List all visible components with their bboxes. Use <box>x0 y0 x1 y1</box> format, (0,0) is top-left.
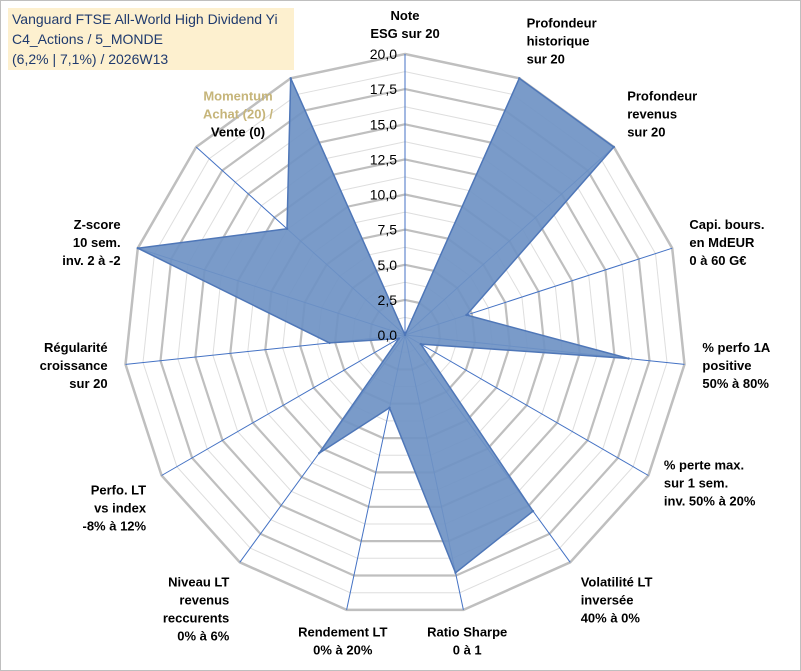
tick-label: 0,0 <box>378 327 398 343</box>
axis-label: revenus <box>179 592 229 607</box>
series-point <box>403 333 407 337</box>
tick-label: 7,5 <box>378 222 398 238</box>
axis-label: vs index <box>94 501 147 516</box>
axis-label: Profondeur <box>527 16 597 31</box>
axis-label: positive <box>702 358 751 373</box>
tick-label: 20,0 <box>370 46 397 62</box>
axis-label: 0 à 60 G€ <box>689 253 746 268</box>
axis-label: Profondeur <box>627 88 697 103</box>
axis-label: 50% à 80% <box>702 376 769 391</box>
series-point <box>627 357 630 360</box>
tick-label: 15,0 <box>370 116 397 132</box>
chart-title-line-2: C4_Actions / 5_MONDE <box>12 31 163 47</box>
axis-label: inversée <box>581 592 634 607</box>
series-area <box>137 77 630 574</box>
series-point <box>397 337 401 340</box>
series-point <box>317 452 321 455</box>
axis-label: Régularité <box>44 340 108 355</box>
axis-label: Momentum <box>203 88 272 103</box>
grid-ring <box>194 123 616 543</box>
minor-grid-ring <box>177 106 633 559</box>
tick-label: 12,5 <box>370 151 397 167</box>
axis-spoke <box>161 334 406 476</box>
axis-label: inv. 50% à 20% <box>664 494 756 509</box>
axis-label: inv. 2 à -2 <box>62 253 120 268</box>
series-point <box>328 341 331 345</box>
axis-label: sur 20 <box>527 52 565 67</box>
axis-label: Niveau LT <box>168 574 229 589</box>
grid-ring <box>159 87 651 577</box>
series-point <box>285 227 289 230</box>
axis-label: Vente (0) <box>211 124 265 139</box>
axis-label: % perfo 1A <box>702 340 771 355</box>
series-layer <box>136 77 630 574</box>
series-point <box>612 145 615 149</box>
series-point <box>289 77 292 80</box>
series-point <box>136 247 139 250</box>
axis-label: historique <box>527 34 590 49</box>
axis-label: sur 20 <box>69 376 107 391</box>
axis-label: Capi. bours. <box>689 217 764 232</box>
chart-title-line-3: (6,2% | 7,1%) / 2026W13 <box>12 51 169 67</box>
axis-label: sur 20 <box>627 124 665 139</box>
axis-label: % perte max. <box>664 458 744 473</box>
tick-label: 17,5 <box>370 81 397 97</box>
axis-label: Note <box>391 8 420 23</box>
series-point <box>465 313 468 317</box>
chart-title-box: Vanguard FTSE All-World High Dividend Yi… <box>8 8 294 70</box>
axis-label: 0% à 20% <box>313 643 373 658</box>
axis-label: 10 sem. <box>73 235 121 250</box>
axis-label: sur 1 sem. <box>664 476 728 491</box>
axis-label: en MdEUR <box>689 235 755 250</box>
minor-grid-ring <box>142 71 668 594</box>
tick-label: 2,5 <box>378 292 398 308</box>
tick-label: 5,0 <box>378 257 398 273</box>
axis-label: Ratio Sharpe <box>427 625 507 640</box>
series-point <box>419 342 422 346</box>
grid-ring <box>124 52 686 612</box>
axis-label: 0% à 6% <box>177 628 229 643</box>
axis-label: Achat (20) / <box>203 106 273 121</box>
axis-label-layer: Note ESG sur 20 Profondeur historique sur 20… <box>40 8 771 658</box>
axis-spoke <box>404 334 649 476</box>
tick-label: 10,0 <box>370 187 397 203</box>
tick-label-layer: 0,0 2,5 5,0 7,5 10,0 12,5 15,0 17,5 20,0 <box>370 46 397 343</box>
axis-label: Rendement LT <box>298 625 387 640</box>
axis-label: 40% à 0% <box>581 610 641 625</box>
axis-label: ESG sur 20 <box>370 26 439 41</box>
axis-label: reccurents <box>163 610 229 625</box>
axis-label: Z-score <box>74 217 121 232</box>
axis-label: croissance <box>40 358 108 373</box>
series-point <box>454 571 457 574</box>
axis-label: 0 à 1 <box>453 643 482 658</box>
series-point <box>518 77 521 80</box>
axis-label: -8% à 12% <box>83 519 147 534</box>
series-point <box>388 406 391 409</box>
series-point <box>531 510 535 513</box>
axis-label: Perfo. LT <box>91 483 146 498</box>
chart-title-line-1: Vanguard FTSE All-World High Dividend Yi <box>12 11 278 27</box>
axis-label: revenus <box>627 106 677 121</box>
axis-label: Volatilité LT <box>581 574 653 589</box>
